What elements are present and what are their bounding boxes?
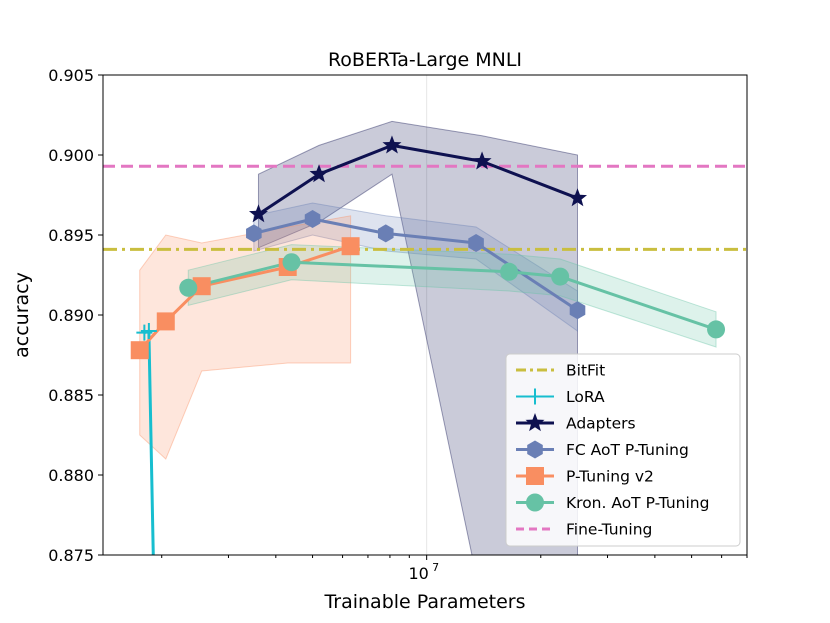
band-fc-aot-p-tuning [253,202,579,332]
legend-label: Fine-Tuning [566,521,652,539]
point-adapters [382,135,402,154]
legend-label: LoRA [566,388,605,406]
point-lora [140,323,157,339]
point-kron-aot-p-tuning [282,253,301,272]
y-tick-label: 0.895 [48,226,94,245]
y-tick-label: 0.875 [48,546,94,565]
series-markers [130,135,726,360]
legend: BitFit LoRA Adapters FC AoT P-Tuning P-Tunin… [505,353,741,547]
legend-box [505,353,741,547]
legend-entry-bitfit: BitFit [516,362,605,380]
y-tick-label: 0.880 [48,466,94,485]
uncertainty-bands [139,120,717,555]
legend-label: Adapters [566,415,636,433]
y-tick-label: 0.905 [48,66,94,85]
legend-swatch-marker [527,440,543,459]
legend-label: P-Tuning v2 [566,468,654,486]
point-p-tuning-v2 [130,341,149,360]
point-adapters [248,204,268,223]
legend-label: BitFit [566,362,605,380]
legend-swatch-marker [526,467,544,485]
x-tick-label: 10 [408,564,428,583]
legend-label: Kron. AoT P-Tuning [566,494,709,512]
point-adapters [309,164,329,183]
y-tick-label: 0.885 [48,386,94,405]
y-tick-label: 0.900 [48,146,94,165]
legend-entry-p-tuning-v2: P-Tuning v2 [516,467,654,486]
point-kron-aot-p-tuning [500,262,519,281]
band-adapters [257,120,579,555]
band-p-tuning-v2 [139,215,352,460]
legend-entry-fine-tuning: Fine-Tuning [516,521,652,539]
point-p-tuning-v2 [341,237,360,256]
legend-label: FC AoT P-Tuning [566,441,689,459]
legend-entry-kron-aot-p-tuning: Kron. AoT P-Tuning [516,493,709,512]
band-kron-aot-p-tuning [187,244,717,348]
legend-entry-lora: LoRA [516,388,605,406]
point-adapters [472,151,492,170]
y-axis-label: accuracy [11,272,33,358]
point-adapters [567,188,588,207]
point-fc-aot-p-tuning [468,234,484,252]
point-p-tuning-v2 [156,312,175,331]
x-axis-label: Trainable Parameters [323,591,525,613]
point-kron-aot-p-tuning [707,320,726,339]
axes: 0.875 0.880 0.885 0.890 0.895 0.900 0.905 10 7 [48,66,748,583]
point-kron-aot-p-tuning [551,267,570,286]
legend-entry-adapters: Adapters [516,413,636,433]
point-fc-aot-p-tuning [569,301,586,320]
point-fc-aot-p-tuning [377,224,394,243]
legend-entry-fc-aot-p-tuning: FC AoT P-Tuning [516,440,689,459]
legend-swatch-marker [526,493,544,512]
x-tick-label-exponent: 7 [432,561,439,574]
legend-swatch-marker [525,413,545,432]
point-kron-aot-p-tuning [179,278,198,297]
chart-title: RoBERTa-Large MNLI [328,49,522,71]
point-p-tuning-v2 [192,277,211,296]
point-fc-aot-p-tuning [246,224,262,243]
y-tick-label: 0.890 [48,306,94,325]
point-fc-aot-p-tuning [304,210,321,228]
